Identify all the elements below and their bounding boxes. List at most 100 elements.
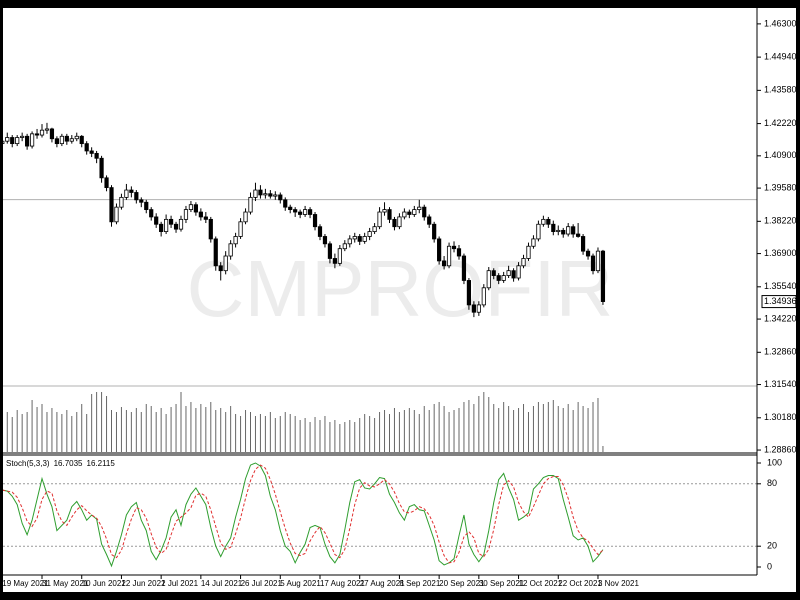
candle-body xyxy=(387,209,392,220)
candle-body xyxy=(382,209,387,213)
x-tick-label: 20 Sep 2021 xyxy=(439,579,485,588)
candle-body xyxy=(124,189,129,198)
candle-body xyxy=(456,248,462,257)
x-tick-label: 3 Nov 2021 xyxy=(598,579,639,588)
candle-body xyxy=(104,177,109,189)
x-tick-label: 26 Jul 2021 xyxy=(241,579,283,588)
y-tick-label: 1.32860 xyxy=(764,347,797,357)
candle-body xyxy=(258,189,263,196)
x-tick-label: 17 Aug 2021 xyxy=(320,579,365,588)
x-tick-label: 12 Oct 2021 xyxy=(519,579,563,588)
candle-body xyxy=(154,216,159,225)
candle-body xyxy=(322,236,328,245)
candle-body xyxy=(481,287,486,306)
stoch-line xyxy=(3,464,604,564)
candle-body xyxy=(59,135,64,145)
candle-body xyxy=(253,189,258,198)
stoch-panel: Stoch(5,3,3) 16.7035 16.2115 xyxy=(3,459,757,568)
candle-body xyxy=(64,135,69,142)
candle-body xyxy=(3,140,5,145)
candle-body xyxy=(427,216,432,225)
candle-body xyxy=(84,143,89,152)
candle-body xyxy=(531,238,536,247)
x-tick-label: 22 Oct 2021 xyxy=(558,579,602,588)
candle-body xyxy=(327,243,333,259)
x-tick-label: 19 May 2021 xyxy=(2,579,49,588)
candle-body xyxy=(576,233,581,237)
y-tick-label: 1.30180 xyxy=(764,412,797,422)
candle-body xyxy=(54,138,60,145)
candle-body xyxy=(471,304,476,313)
candle-body xyxy=(248,196,253,213)
candle-body xyxy=(5,137,10,142)
y-tick-label: 1.42220 xyxy=(764,118,797,128)
candle-body xyxy=(342,243,347,250)
candle-body xyxy=(89,150,94,154)
candle-body xyxy=(461,255,467,281)
candle-body xyxy=(15,137,20,145)
candle-body xyxy=(29,133,35,147)
watermark: CMPROFIR xyxy=(187,244,614,333)
indicator-label: 16.7035 xyxy=(54,459,83,468)
candle-body xyxy=(556,229,561,232)
y-tick-label: 1.40900 xyxy=(764,150,797,160)
candle-body xyxy=(238,221,243,237)
candle-body xyxy=(10,137,15,145)
y-tick-label: 1.28860 xyxy=(764,444,797,454)
candle-body xyxy=(397,216,402,228)
candle-body xyxy=(263,193,268,196)
candle-body xyxy=(595,250,601,272)
candle-body xyxy=(377,211,382,228)
candle-body xyxy=(293,209,298,213)
candle-body xyxy=(114,206,119,223)
candle-body xyxy=(213,238,218,267)
y-tick-label: 1.46300 xyxy=(764,18,797,28)
candle-body xyxy=(451,245,457,250)
candle-body xyxy=(516,265,521,279)
candle-body xyxy=(476,304,481,313)
candle-body xyxy=(466,280,472,306)
candle-body xyxy=(357,236,362,242)
candle-body xyxy=(218,265,223,272)
candle-body xyxy=(49,128,55,140)
candle-body xyxy=(203,216,208,220)
candle-body xyxy=(317,226,323,237)
x-tick-label: 5 Aug 2021 xyxy=(280,579,321,588)
y-tick-label: 1.36900 xyxy=(764,248,797,258)
chart-background xyxy=(3,8,796,592)
candle-body xyxy=(178,218,184,230)
candle-body xyxy=(198,211,203,218)
candle-body xyxy=(183,209,189,220)
indicator-label: Stoch(5,3,3) xyxy=(6,459,50,468)
candle-body xyxy=(34,133,40,136)
candle-body xyxy=(402,211,407,218)
candle-body xyxy=(193,204,198,213)
candle-body xyxy=(352,236,357,240)
candle-body xyxy=(417,206,422,210)
candle-body xyxy=(79,135,84,145)
candle-body xyxy=(412,209,417,215)
candle-body xyxy=(372,226,377,232)
candle-body xyxy=(511,270,516,279)
candle-body xyxy=(298,211,303,215)
y-tick-label: 1.34220 xyxy=(764,313,797,323)
candle-body xyxy=(546,218,551,225)
candle-body xyxy=(486,270,491,289)
candle-body xyxy=(188,204,194,210)
candle-body xyxy=(149,209,154,218)
candle-body xyxy=(288,206,293,210)
candle-body xyxy=(129,189,134,193)
candle-body xyxy=(571,226,576,235)
candle-body xyxy=(268,193,273,197)
candle-body xyxy=(94,152,99,159)
candle-body xyxy=(109,187,114,223)
axes: 1.46300 1.44940 1.43580 1.42220 1.40900 1.395… xyxy=(757,18,797,571)
y-tick-label: 100 xyxy=(767,457,782,467)
x-tick-label: 30 Sep 2021 xyxy=(479,579,525,588)
indicator-label: 16.2115 xyxy=(87,459,116,468)
x-tick-label: 8 Sep 2021 xyxy=(399,579,440,588)
candle-body xyxy=(506,270,511,276)
x-tick-label: 22 Jun 2021 xyxy=(121,579,166,588)
